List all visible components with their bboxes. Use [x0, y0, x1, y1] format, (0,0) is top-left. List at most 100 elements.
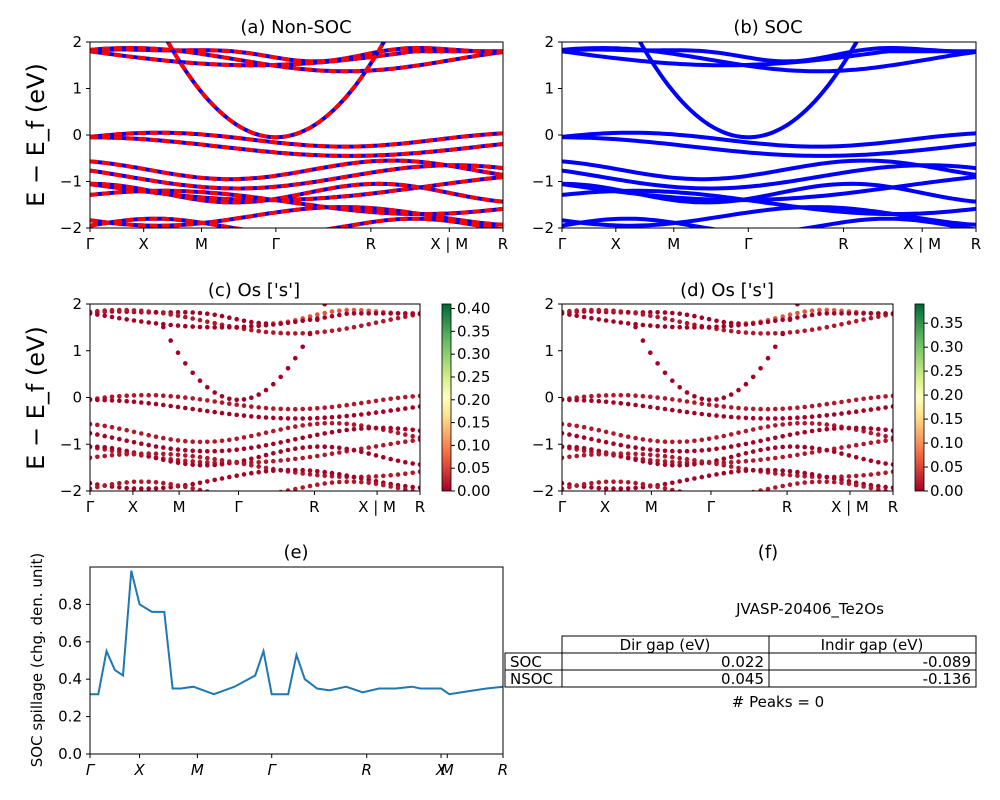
band-point	[581, 482, 587, 487]
band-point	[611, 486, 616, 491]
band-point	[285, 447, 291, 453]
band-point	[824, 422, 830, 427]
band-point	[736, 492, 741, 497]
band-point	[633, 393, 638, 399]
band-point	[161, 435, 166, 441]
band-point	[300, 423, 306, 428]
band-point	[861, 456, 866, 462]
band-point	[249, 324, 254, 329]
band-point	[809, 403, 815, 409]
band-point	[124, 317, 129, 322]
band-point	[728, 392, 734, 397]
band-point	[692, 448, 697, 454]
band-point	[212, 439, 217, 444]
band-point	[868, 458, 874, 464]
band-point	[234, 397, 239, 403]
band-point	[618, 451, 624, 456]
band-point	[263, 430, 269, 436]
band-point	[278, 427, 284, 432]
band-point	[315, 432, 320, 438]
band-point	[300, 416, 306, 421]
band-point	[640, 481, 646, 487]
band-point	[205, 319, 210, 325]
ytick-label: 1	[72, 80, 82, 98]
band-point	[743, 381, 749, 387]
band-point	[846, 320, 852, 326]
band-point	[271, 468, 276, 474]
band-point	[359, 476, 364, 481]
ytick-label: 0	[72, 126, 82, 144]
band-point	[373, 311, 379, 316]
band-point	[337, 479, 342, 485]
band-point	[692, 400, 697, 405]
band-point	[234, 436, 239, 442]
band-point	[567, 397, 572, 403]
band-point	[234, 460, 239, 466]
band-point	[787, 472, 793, 478]
band-point	[611, 392, 616, 398]
band-point	[611, 400, 616, 405]
ytick-label: −2	[532, 219, 554, 237]
band-point	[809, 472, 815, 477]
band-point	[824, 447, 830, 453]
band-point	[197, 317, 203, 323]
band-point	[322, 469, 328, 475]
band-point	[322, 444, 328, 450]
xtick-label: R	[888, 498, 898, 516]
band-point	[581, 445, 587, 451]
band-point	[146, 401, 151, 406]
band-point	[285, 406, 291, 412]
band-point	[750, 467, 756, 473]
band-point	[351, 311, 357, 316]
band-line-down	[90, 205, 503, 228]
band-point	[410, 311, 416, 316]
band-point	[278, 374, 284, 380]
band-point	[692, 410, 697, 416]
band-point	[212, 448, 217, 454]
band-point	[853, 409, 859, 415]
band-point	[249, 456, 254, 462]
band-point	[603, 486, 609, 491]
band-point	[300, 344, 306, 350]
band-point	[212, 462, 217, 468]
band-point	[625, 434, 631, 440]
band-point	[721, 433, 727, 439]
band-point	[655, 314, 660, 320]
xtick-label: R	[782, 498, 792, 516]
band-point	[161, 393, 166, 399]
band-point	[802, 415, 807, 420]
band-point	[846, 410, 852, 415]
band-point	[795, 304, 800, 307]
band-point	[256, 392, 262, 397]
band-point	[868, 440, 874, 446]
colorbar-c	[441, 303, 452, 492]
axes-frame-c	[89, 303, 421, 492]
band-point	[330, 285, 335, 290]
band-point	[883, 484, 888, 490]
band-point	[831, 449, 837, 455]
band-point	[322, 310, 328, 316]
band-point	[722, 493, 727, 498]
band-point	[795, 481, 800, 486]
band-point	[846, 481, 852, 487]
band-point	[596, 398, 602, 404]
band-point	[765, 331, 771, 336]
band-point	[700, 493, 705, 498]
band-point	[102, 423, 107, 429]
band-point	[315, 421, 320, 427]
band-point	[168, 322, 173, 328]
band-point	[684, 399, 690, 404]
xtick-label: Γ	[86, 761, 96, 779]
band-point	[344, 326, 350, 331]
band-point	[714, 397, 719, 402]
band-point	[263, 405, 269, 411]
band-point	[102, 313, 107, 319]
band-point	[699, 411, 705, 417]
panel-e-title: (e)	[283, 542, 308, 563]
band-point	[868, 426, 874, 431]
band-point	[780, 314, 785, 319]
xtick-label: Γ	[268, 761, 278, 779]
band-point	[322, 304, 327, 307]
band-point	[802, 309, 807, 314]
band-point	[322, 405, 328, 411]
